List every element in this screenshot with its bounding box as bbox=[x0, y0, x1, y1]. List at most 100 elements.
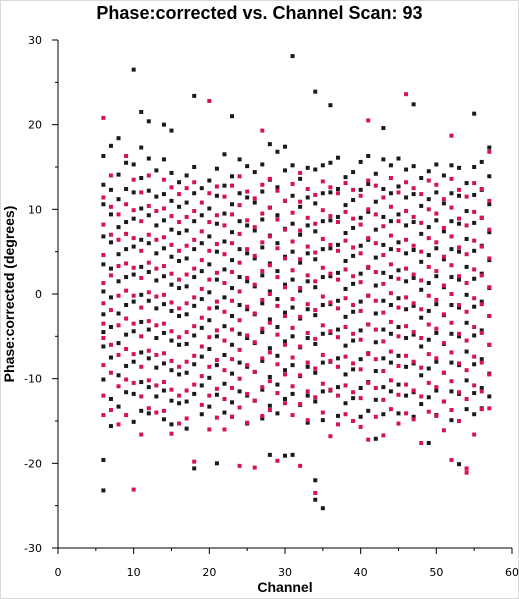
data-point bbox=[396, 184, 401, 189]
data-point bbox=[177, 364, 182, 369]
data-point bbox=[479, 385, 484, 390]
data-point bbox=[161, 330, 166, 335]
data-point bbox=[305, 420, 310, 425]
data-point bbox=[419, 203, 424, 208]
data-point bbox=[411, 414, 416, 419]
data-point bbox=[222, 309, 227, 314]
data-point bbox=[373, 183, 378, 188]
data-point bbox=[298, 170, 303, 175]
data-point bbox=[404, 324, 409, 329]
data-point bbox=[305, 244, 310, 249]
data-point bbox=[320, 163, 325, 168]
data-point bbox=[260, 301, 265, 306]
data-point bbox=[464, 223, 469, 228]
data-point bbox=[320, 179, 325, 184]
data-point bbox=[199, 269, 204, 274]
data-point bbox=[434, 297, 439, 302]
data-point bbox=[192, 295, 197, 300]
data-point bbox=[426, 322, 431, 327]
data-point bbox=[457, 193, 462, 198]
data-point bbox=[472, 276, 477, 281]
data-point bbox=[124, 413, 129, 418]
data-point bbox=[154, 336, 159, 341]
data-point bbox=[267, 320, 272, 325]
data-point bbox=[124, 347, 129, 352]
data-point bbox=[449, 331, 454, 336]
data-point bbox=[320, 208, 325, 213]
data-point bbox=[320, 331, 325, 336]
data-point bbox=[320, 410, 325, 415]
data-point bbox=[381, 187, 386, 192]
data-point bbox=[199, 325, 204, 330]
data-point bbox=[388, 378, 393, 383]
data-point bbox=[381, 327, 386, 332]
data-point bbox=[214, 299, 219, 304]
data-point bbox=[343, 238, 348, 243]
data-point bbox=[245, 223, 250, 228]
data-point bbox=[260, 356, 265, 361]
data-point bbox=[328, 185, 333, 190]
data-point bbox=[313, 192, 318, 197]
data-point bbox=[381, 195, 386, 200]
data-point bbox=[184, 416, 189, 421]
data-point bbox=[388, 262, 393, 267]
data-point bbox=[267, 374, 272, 379]
data-point bbox=[419, 231, 424, 236]
data-point bbox=[298, 344, 303, 349]
data-point bbox=[351, 245, 356, 250]
data-point bbox=[154, 410, 159, 415]
data-point bbox=[267, 317, 272, 322]
data-point bbox=[366, 408, 371, 413]
data-point bbox=[305, 336, 310, 341]
data-point bbox=[290, 54, 295, 59]
data-point bbox=[124, 332, 129, 337]
data-point bbox=[108, 232, 113, 237]
data-point bbox=[192, 180, 197, 185]
data-point bbox=[116, 136, 121, 141]
data-point bbox=[214, 363, 219, 368]
data-point bbox=[351, 187, 356, 192]
data-point bbox=[426, 280, 431, 285]
data-point bbox=[441, 312, 446, 317]
data-point bbox=[290, 325, 295, 330]
data-point bbox=[237, 405, 242, 410]
data-point bbox=[207, 277, 212, 282]
data-point bbox=[487, 342, 492, 347]
data-point bbox=[161, 361, 166, 366]
data-point bbox=[154, 223, 159, 228]
data-point bbox=[441, 229, 446, 234]
data-point bbox=[161, 351, 166, 356]
data-point bbox=[177, 220, 182, 225]
data-point bbox=[313, 89, 318, 94]
data-point bbox=[298, 314, 303, 319]
data-point bbox=[434, 218, 439, 223]
data-point bbox=[199, 315, 204, 320]
data-point bbox=[388, 275, 393, 280]
data-point bbox=[124, 377, 129, 382]
data-point bbox=[404, 295, 409, 300]
data-point bbox=[449, 389, 454, 394]
data-point bbox=[449, 163, 454, 168]
data-point bbox=[351, 396, 356, 401]
data-point bbox=[373, 311, 378, 316]
data-point bbox=[328, 190, 333, 195]
data-point bbox=[487, 406, 492, 411]
data-point bbox=[434, 326, 439, 331]
data-point bbox=[177, 372, 182, 377]
data-point bbox=[146, 378, 151, 383]
data-point bbox=[441, 428, 446, 433]
data-point bbox=[464, 194, 469, 199]
data-point bbox=[275, 213, 280, 218]
data-point bbox=[487, 256, 492, 261]
data-point bbox=[275, 217, 280, 222]
data-point bbox=[275, 275, 280, 280]
data-point bbox=[411, 186, 416, 191]
data-point bbox=[388, 176, 393, 181]
data-point bbox=[260, 273, 265, 278]
data-point bbox=[199, 383, 204, 388]
data-point bbox=[381, 157, 386, 162]
data-point bbox=[487, 372, 492, 377]
data-point bbox=[388, 349, 393, 354]
chart-title: Phase:corrected vs. Channel Scan: 93 bbox=[96, 3, 423, 23]
data-point bbox=[131, 236, 136, 241]
